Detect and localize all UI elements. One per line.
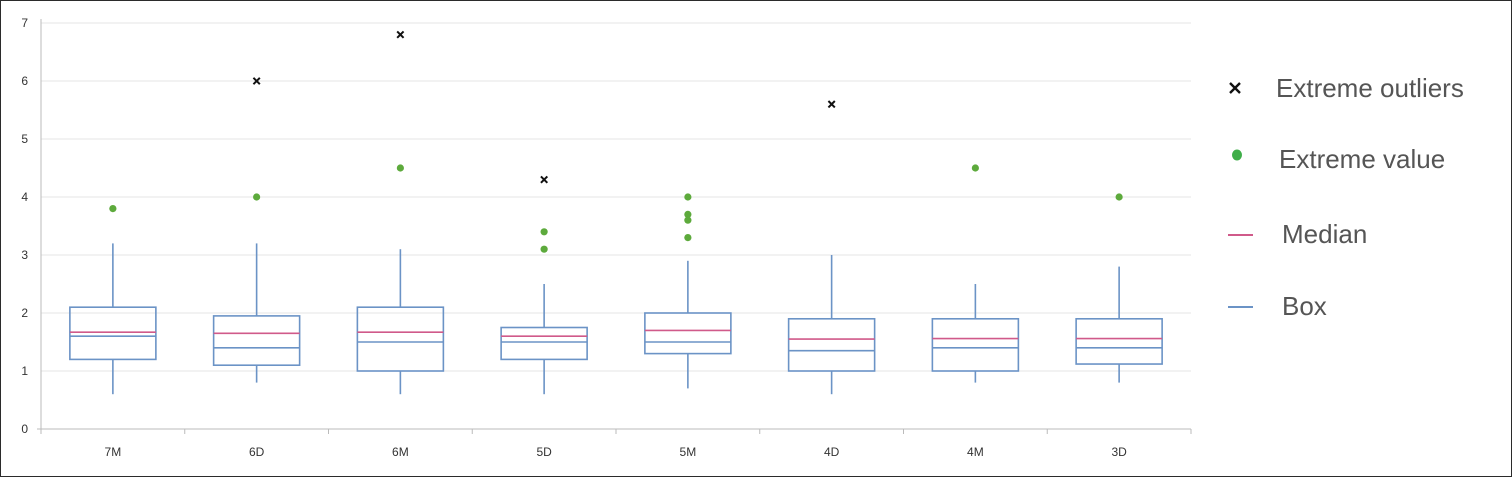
- green-dot-icon: [1232, 149, 1242, 161]
- legend-label-median: Median: [1282, 219, 1368, 249]
- extreme-value-point-6m-0: [396, 164, 404, 172]
- y-tick-label-3: 3: [21, 248, 28, 262]
- extreme-value-point-4m-0: [971, 164, 979, 172]
- extreme-value-point-5m-1: [684, 216, 692, 224]
- extreme-value-point-5d-0: [540, 245, 548, 253]
- extreme-value-point-6d-0: [253, 193, 261, 201]
- legend-item-box: Box: [1216, 281, 1506, 331]
- extreme-value-point-7m-0: [109, 205, 117, 213]
- box-5m: [644, 312, 732, 355]
- x-tick-label-5M: 5M: [680, 445, 697, 459]
- y-tick-label-6: 6: [21, 74, 28, 88]
- point-layer: [109, 30, 1123, 253]
- y-tick-label-5: 5: [21, 132, 28, 146]
- x-tick-label-4M: 4M: [967, 445, 984, 459]
- extreme-value-point-3d-0: [1115, 193, 1123, 201]
- box-6d: [212, 315, 301, 366]
- legend-label-extreme-value: Extreme value: [1279, 144, 1446, 174]
- tick-label-layer: 0 1 2 3 4 5 6 7 7M 6D 6M 5D 5M 4D 4M 3D: [21, 16, 1127, 459]
- legend-item-median: Median: [1216, 209, 1506, 259]
- extreme-outlier-mark-5d-0: [540, 175, 549, 184]
- y-tick-label-7: 7: [21, 16, 28, 30]
- x-mark-icon: [1229, 82, 1241, 94]
- legend-item-extreme-value: Extreme value: [1216, 134, 1506, 184]
- x-tick-label-5D: 5D: [536, 445, 552, 459]
- box-4m: [931, 317, 1020, 372]
- extreme-outlier-mark-6d-0: [252, 77, 261, 85]
- pink-line-icon: [1228, 234, 1253, 236]
- x-tick-label-3D: 3D: [1111, 445, 1127, 459]
- x-tick-label-6M: 6M: [392, 445, 409, 459]
- y-tick-label-2: 2: [21, 306, 28, 320]
- legend-label-extreme-outliers: Extreme outliers: [1276, 73, 1464, 103]
- x-tick-label-6D: 6D: [249, 445, 265, 459]
- box-layer: [69, 243, 1163, 395]
- legend-label-box: Box: [1282, 291, 1327, 321]
- axis-layer: [37, 19, 1192, 434]
- extreme-outlier-mark-4d-0: [827, 100, 836, 109]
- box-4d: [787, 317, 876, 372]
- extreme-value-point-5m-2: [684, 210, 692, 218]
- box-5d: [500, 326, 588, 361]
- legend-item-extreme-outliers: Extreme outliers: [1216, 63, 1506, 113]
- box-3d: [1075, 317, 1163, 365]
- extreme-value-point-5d-1: [540, 228, 548, 236]
- box-plot-chart: 0 1 2 3 4 5 6 7 7M 6D 6M 5D 5M 4D 4M 3D: [21, 16, 1192, 459]
- y-tick-label-0: 0: [21, 422, 28, 436]
- extreme-outlier-mark-6m-0: [396, 30, 405, 39]
- y-tick-label-4: 4: [21, 190, 28, 204]
- x-tick-label-7M: 7M: [105, 445, 122, 459]
- box-7m: [69, 306, 157, 361]
- extreme-value-point-5m-0: [684, 234, 692, 242]
- grid-layer: [41, 22, 1191, 372]
- x-tick-label-4D: 4D: [824, 445, 840, 459]
- extreme-value-point-5m-3: [684, 193, 692, 201]
- box-6m: [356, 306, 445, 372]
- blue-line-icon: [1228, 306, 1253, 308]
- y-tick-label-1: 1: [21, 364, 28, 378]
